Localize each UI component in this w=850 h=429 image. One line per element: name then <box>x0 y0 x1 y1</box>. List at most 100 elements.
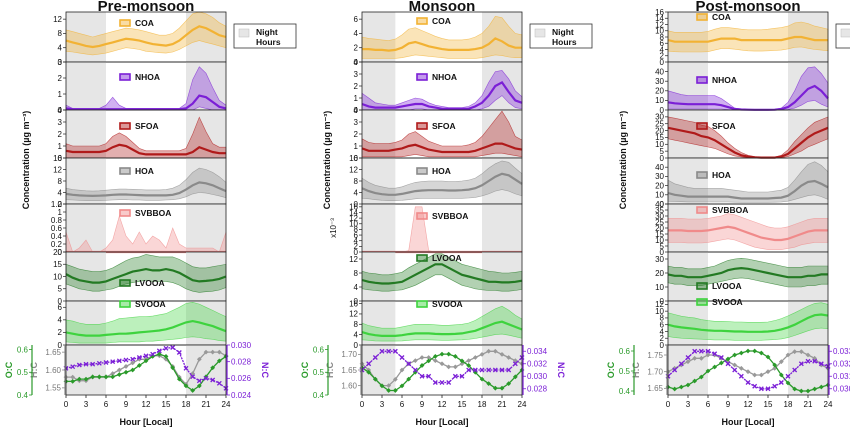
y-tick-label: 0 <box>660 297 665 306</box>
y-tick-label: 3 <box>58 58 63 67</box>
ratio-point-oc <box>459 358 465 364</box>
ratio-point-hc <box>216 349 222 355</box>
nc-tick-label: 0.034 <box>527 347 548 356</box>
mean-line-svooa <box>361 320 523 337</box>
y-tick-label: 40 <box>655 67 664 76</box>
night-shading <box>66 12 106 62</box>
ratio-point-nc <box>805 358 811 364</box>
ratio-point-nc <box>472 367 478 373</box>
ratio-point-hc <box>439 361 445 367</box>
y-tick-label: 1 <box>58 142 63 151</box>
nc-tick-label: 0.028 <box>527 385 548 394</box>
x-axis-label: Hour [Local] <box>722 417 775 427</box>
legend-label-sfoa: SFOA <box>432 121 456 131</box>
y-tick-label: 8 <box>660 33 665 42</box>
hc-tick-label: 1.65 <box>341 366 357 375</box>
ratio-point-nc <box>216 380 222 386</box>
ratio-point-hc <box>116 367 122 373</box>
x-axis-label: Hour [Local] <box>416 417 469 427</box>
y-tick-label: 8 <box>660 314 665 323</box>
x-tick-label: 21 <box>202 400 211 409</box>
hc-tick-label: 1.65 <box>647 384 663 393</box>
mean-line-svbboa <box>668 225 828 242</box>
y-tick-label: 2 <box>58 328 63 337</box>
ratio-point-oc <box>745 348 751 354</box>
legend-label-svbboa: SVBBOA <box>432 211 468 221</box>
night-legend-label: Night <box>256 27 278 37</box>
ratio-point-hc <box>758 372 764 378</box>
ratio-point-oc <box>103 374 109 380</box>
y-tick-label: 0 <box>58 248 63 257</box>
y-tick-label: 4 <box>660 327 665 336</box>
y-tick-label: 20 <box>655 126 664 135</box>
ratio-point-nc <box>738 373 744 379</box>
legend-swatch-lvooa <box>696 282 708 290</box>
y-tick-label: 20 <box>655 269 664 278</box>
y-tick-label: 4 <box>58 44 63 53</box>
night-legend-swatch <box>534 28 546 38</box>
ratio-point-nc <box>70 364 76 370</box>
x-tick-label: 6 <box>104 400 109 409</box>
ratio-point-nc <box>798 361 804 367</box>
ratio-point-nc <box>772 383 778 389</box>
y-tick-label: 0 <box>660 248 665 257</box>
ratio-point-oc <box>392 388 398 393</box>
x-tick-label: 0 <box>666 400 671 409</box>
night-shading <box>788 204 828 252</box>
y-tick-label: 10 <box>655 283 664 292</box>
ratio-point-oc <box>758 350 764 356</box>
oc-tick-label: 0.6 <box>313 345 325 354</box>
y-tick-label: 20 <box>53 248 62 257</box>
legend-swatch-svbboa <box>696 206 708 214</box>
ratio-point-hc <box>492 348 498 354</box>
hc-tick-label: 1.60 <box>341 381 357 390</box>
y-tick-label: 16 <box>53 154 62 163</box>
y-tick-label: 6 <box>354 231 359 240</box>
ratio-point-hc <box>412 358 418 364</box>
ratio-point-nc <box>176 350 182 355</box>
ratio-point-nc <box>698 348 704 354</box>
ratio-point-hc <box>732 362 738 368</box>
ratio-point-nc <box>466 367 472 373</box>
nc-axis-title: N:C <box>556 362 566 378</box>
y-tick-label: 30 <box>655 212 664 221</box>
legend-swatch-svooa <box>416 300 428 308</box>
y-tick-label: 30 <box>655 172 664 181</box>
nc-tick-label: 0.031 <box>833 372 850 381</box>
ratio-point-oc <box>90 374 96 380</box>
ratio-point-nc <box>685 355 691 360</box>
ratio-point-nc <box>183 365 189 371</box>
y-tick-label: 25 <box>655 120 664 129</box>
ratio-point-oc <box>399 383 405 389</box>
ratio-point-oc <box>452 353 458 359</box>
y-tick-label: 8 <box>354 225 359 234</box>
hc-axis-title: H:C <box>631 362 641 378</box>
ratio-point-oc <box>379 383 385 389</box>
y-tick-label: 2 <box>354 130 359 139</box>
ratio-point-nc <box>210 377 216 383</box>
y-tick-label: 2 <box>58 130 63 139</box>
night-shading <box>788 301 828 345</box>
y-tick-label: 1.2 <box>51 200 63 209</box>
ratio-point-hc <box>798 349 804 355</box>
y-tick-label: 14 <box>655 14 664 23</box>
ratio-point-hc <box>399 367 405 373</box>
ratio-point-oc <box>479 376 485 382</box>
x-tick-label: 24 <box>824 400 833 409</box>
ratio-point-oc <box>792 386 798 392</box>
oc-tick-label: 0.4 <box>313 391 325 400</box>
ratio-point-nc <box>432 380 438 385</box>
night-legend-swatch <box>840 28 850 38</box>
y-tick-label: 4 <box>354 330 359 339</box>
legend-swatch-hoa <box>696 171 708 179</box>
y-tick-label: 4 <box>354 106 359 115</box>
mean-line-coa <box>65 25 227 49</box>
ratio-point-nc <box>372 355 378 360</box>
ratio-point-hc <box>163 356 169 362</box>
ratio-point-hc <box>123 364 129 369</box>
ratio-point-hc <box>386 383 392 389</box>
night-shading <box>362 12 396 62</box>
oc-tick-label: 0.4 <box>619 387 631 396</box>
y-tick-label: 12 <box>349 255 358 264</box>
ratio-point-nc <box>446 380 452 385</box>
